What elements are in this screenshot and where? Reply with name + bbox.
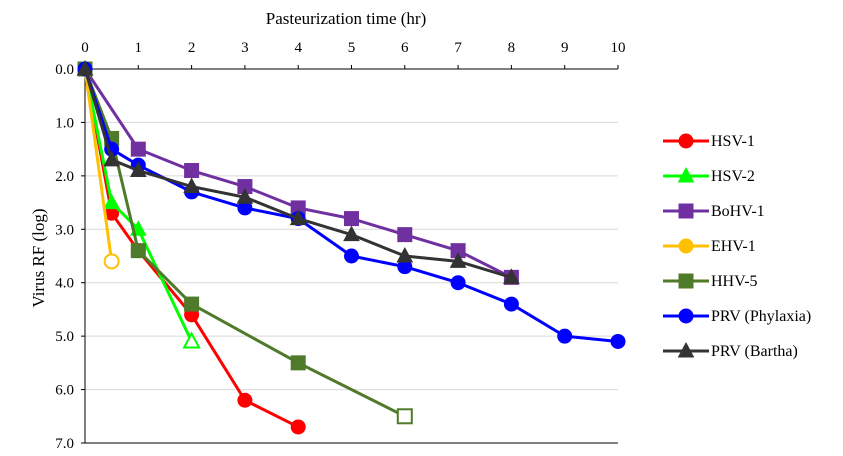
- legend-item-ehv-1: EHV-1: [663, 238, 756, 255]
- data-point-prv-bartha: [449, 252, 467, 268]
- data-point-prv-bartha: [396, 246, 414, 263]
- legend-marker: [678, 308, 694, 324]
- y-tick-label: 6.0: [55, 383, 74, 399]
- legend-label: BoHV-1: [711, 203, 765, 220]
- legend: HSV-1 HSV-2 BoHV-1 EHV-1 HHV-5 PRV (Phylaxia)…: [663, 133, 811, 360]
- legend-marker: [678, 273, 694, 289]
- legend-marker: [678, 238, 694, 254]
- series-line-ehv-1: [83, 68, 114, 262]
- x-tick-label: 8: [508, 40, 516, 56]
- legend-item-prv-bartha: PRV (Bartha): [663, 341, 798, 360]
- y-tick-label: 3.0: [55, 222, 74, 238]
- legend-item-bohv-1: BoHV-1: [663, 203, 765, 220]
- data-point-hsv-1: [290, 419, 306, 435]
- legend-item-hsv-2: HSV-2: [663, 166, 755, 185]
- data-point-prv-phylaxia: [344, 248, 359, 264]
- x-tick-label: 6: [401, 40, 409, 56]
- legend-marker: [677, 166, 695, 183]
- data-point-hsv-1: [237, 392, 253, 408]
- data-point-hhv-5: [396, 408, 413, 425]
- legend-label: HSV-2: [711, 168, 755, 185]
- x-tick-label: 3: [241, 40, 249, 56]
- x-tick-label: 1: [135, 40, 143, 56]
- legend-marker: [678, 133, 694, 149]
- data-point-prv-bartha: [76, 59, 94, 76]
- series-line-prv-phylaxia: [83, 68, 619, 343]
- y-tick-label: 1.0: [55, 115, 74, 131]
- series-prv-phylaxia: [77, 61, 626, 349]
- series-line-hhv-5: [83, 68, 406, 418]
- series-prv-bartha: [76, 59, 520, 284]
- data-point-prv-bartha: [183, 177, 200, 194]
- data-point-hhv-5: [184, 296, 200, 312]
- legend-label: HHV-5: [711, 273, 758, 290]
- data-point-prv-phylaxia: [450, 275, 466, 291]
- data-point-hsv-2: [182, 331, 201, 349]
- x-tick-label: 9: [561, 40, 569, 56]
- series-line-hsv-2: [83, 68, 193, 343]
- y-tick-label: 4.0: [55, 276, 74, 292]
- legend-label: PRV (Phylaxia): [711, 308, 811, 325]
- data-point-bohv-1: [344, 211, 359, 227]
- series-bohv-1: [77, 61, 519, 285]
- y-axis-title: Virus RF (log): [29, 208, 48, 307]
- data-point-hhv-5: [130, 243, 146, 259]
- data-point-prv-bartha: [503, 268, 520, 284]
- data-point-prv-phylaxia: [610, 333, 626, 349]
- x-tick-label: 7: [454, 40, 462, 56]
- x-tick-label: 0: [81, 40, 89, 56]
- data-point-prv-phylaxia: [503, 296, 519, 312]
- series-line-prv-bartha: [83, 68, 512, 279]
- data-point-prv-bartha: [289, 209, 307, 226]
- x-tick-label: 10: [611, 40, 626, 56]
- data-point-prv-bartha: [236, 188, 254, 204]
- y-tick-label: 0.0: [55, 62, 74, 78]
- data-point-prv-phylaxia: [557, 328, 573, 344]
- data-point-bohv-1: [397, 227, 413, 243]
- y-tick-label: 5.0: [55, 329, 74, 345]
- series-hsv-1: [77, 61, 306, 435]
- y-tick-label: 7.0: [55, 436, 74, 452]
- y-tick-labels: 0.0 1.0 2.0 3.0 4.0 5.0 6.0 7.0: [55, 62, 85, 452]
- x-axis-title: Pasteurization time (hr): [266, 9, 427, 28]
- x-tick-label: 2: [188, 40, 196, 56]
- data-point-prv-bartha: [343, 225, 360, 242]
- data-point-prv-bartha: [129, 161, 147, 178]
- legend-label: EHV-1: [711, 238, 756, 255]
- x-tick-label: 4: [294, 40, 302, 56]
- data-point-hsv-2: [103, 193, 120, 210]
- legend-label: PRV (Bartha): [711, 343, 798, 360]
- legend-item-hhv-5: HHV-5: [663, 273, 758, 290]
- legend-item-prv-phylaxia: PRV (Phylaxia): [663, 308, 811, 325]
- data-point-bohv-1: [184, 163, 200, 179]
- legend-marker: [678, 203, 694, 219]
- data-point-hhv-5: [290, 355, 306, 371]
- legend-marker: [677, 341, 695, 358]
- data-point-prv-bartha: [103, 150, 120, 167]
- series-hhv-5: [77, 61, 413, 425]
- y-tick-label: 2.0: [55, 169, 74, 185]
- x-tick-labels: 0 1 2 3 4 5 6 7 8 9 10: [81, 40, 626, 69]
- data-point-ehv-1: [103, 253, 120, 270]
- x-tick-label: 5: [348, 40, 356, 56]
- legend-item-hsv-1: HSV-1: [663, 133, 755, 150]
- series-layer: [76, 59, 626, 435]
- data-point-bohv-1: [130, 141, 146, 157]
- legend-label: HSV-1: [711, 133, 755, 150]
